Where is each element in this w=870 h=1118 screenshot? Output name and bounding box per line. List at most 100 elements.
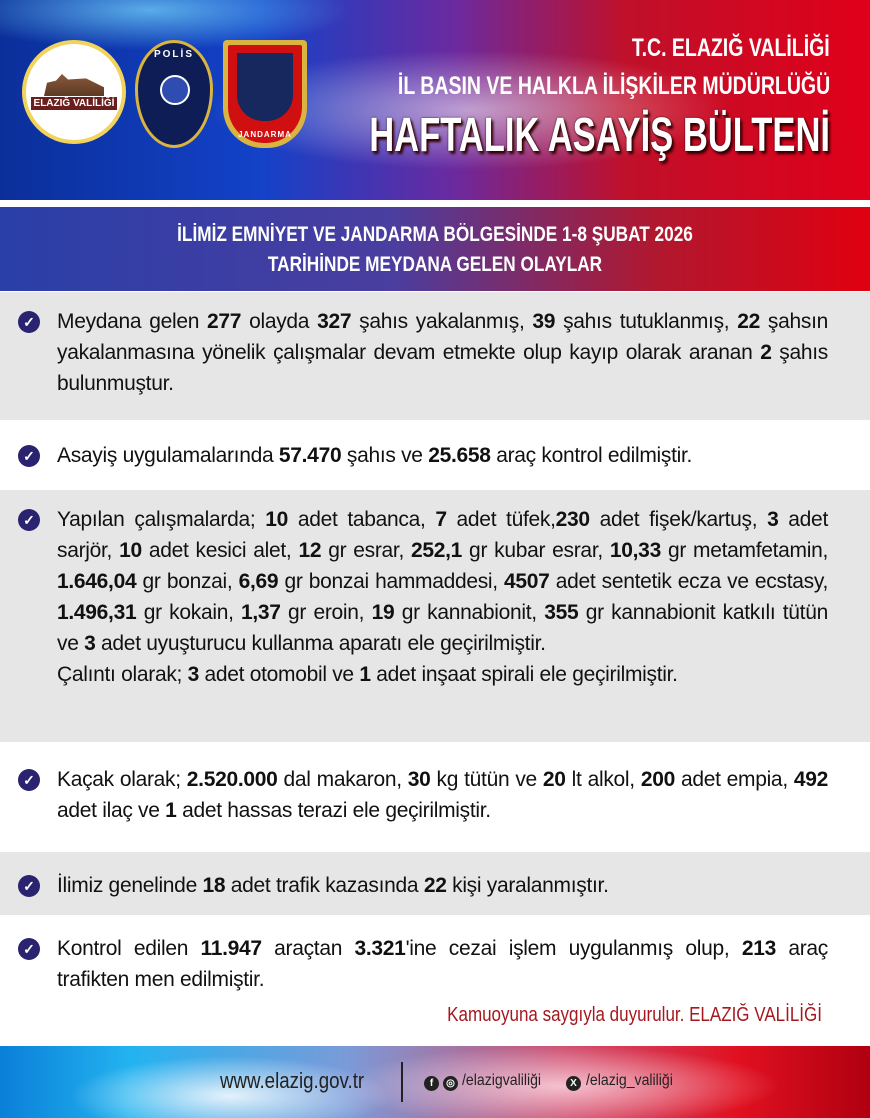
highlight-number: 20: [542, 768, 566, 791]
item-text: Kontrol edilen 11.947 araçtan 3.321'ine …: [57, 933, 828, 995]
text-segment: 'ine cezai işlem uygulanmış olup,: [405, 937, 742, 960]
item-text: Kaçak olarak; 2.520.000 dal makaron, 30 …: [57, 764, 828, 826]
highlight-number: 1: [359, 663, 371, 686]
banner-line1: İLİMİZ EMNİYET VE JANDARMA BÖLGESİNDE 1-…: [177, 223, 693, 246]
bulletin-item: ✓ İlimiz genelinde 18 adet trafik kazasın…: [0, 852, 870, 915]
text-segment: olayda: [241, 310, 318, 333]
check-icon: ✓: [18, 509, 40, 531]
text-segment: Yapılan çalışmalarda;: [57, 508, 266, 531]
text-segment: Meydana gelen: [57, 310, 208, 333]
text-segment: araçtan: [261, 937, 355, 960]
highlight-number: 492: [793, 768, 828, 791]
text-segment: gr kannabionit katkılı tütün ve: [57, 601, 828, 655]
bulletin-item: ✓ Kontrol edilen 11.947 araçtan 3.321'ine…: [0, 915, 870, 1000]
highlight-number: 213: [741, 937, 776, 960]
check-icon: ✓: [18, 769, 40, 791]
text-segment: adet tüfek,: [446, 508, 556, 531]
text-segment: gr eroin,: [280, 601, 372, 624]
logo-label: JANDARMA: [238, 130, 292, 139]
item-text: İlimiz genelinde 18 adet trafik kazasınd…: [57, 870, 828, 901]
highlight-number: 22: [423, 874, 447, 897]
instagram-icon[interactable]: ◎: [443, 1076, 458, 1091]
text-segment: adet inşaat spirali ele geçirilmiştir.: [370, 663, 678, 686]
highlight-number: 230: [555, 508, 590, 531]
text-segment: Kaçak olarak;: [57, 768, 187, 791]
highlight-number: 39: [532, 310, 556, 333]
elazig-valiligi-logo: ELAZIĞ VALİLİĞİ: [22, 40, 126, 144]
highlight-number: 10: [119, 539, 142, 562]
bulletin-item: ✓ Meydana gelen 277 olayda 327 şahıs yaka…: [0, 292, 870, 420]
text-segment: dal makaron,: [277, 768, 408, 791]
highlight-number: 10: [265, 508, 288, 531]
highlight-number: 200: [640, 768, 675, 791]
fb-ig-handle[interactable]: /elazigvaliliği: [462, 1072, 542, 1089]
text-segment: araç kontrol edilmiştir.: [490, 444, 693, 467]
check-icon: ✓: [18, 311, 40, 333]
highlight-number: 1.646,04: [57, 570, 137, 593]
highlight-number: 2.520.000: [186, 768, 278, 791]
item-text: Asayiş uygulamalarında 57.470 şahıs ve 2…: [57, 440, 828, 471]
highlight-number: 10,33: [609, 539, 661, 562]
text-segment: şahıs ve: [341, 444, 429, 467]
bulletin-item: ✓ Yapılan çalışmalarda; 10 adet tabanca, …: [0, 490, 870, 742]
page-title: HAFTALIK ASAYİŞ BÜLTENİ: [369, 109, 830, 162]
item-text: Yapılan çalışmalarda; 10 adet tabanca, 7…: [57, 504, 828, 659]
text-segment: Kontrol edilen: [57, 937, 201, 960]
highlight-number: 22: [737, 310, 760, 333]
item-text: Çalıntı olarak; 3 adet otomobil ve 1 ade…: [57, 659, 828, 690]
highlight-number: 19: [371, 601, 395, 624]
logo-label: POLİS: [153, 49, 194, 60]
website-link[interactable]: www.elazig.gov.tr: [220, 1068, 365, 1093]
text-segment: gr kokain,: [136, 601, 241, 624]
bulletin-item: ✓ Asayiş uygulamalarında 57.470 şahıs ve …: [0, 420, 870, 490]
text-segment: Çalıntı olarak;: [57, 663, 188, 686]
highlight-number: 12: [298, 539, 322, 562]
text-segment: İlimiz genelinde: [57, 874, 203, 897]
footer: www.elazig.gov.tr f ◎ /elazigvaliliği X …: [0, 1046, 870, 1118]
text-segment: adet trafik kazasında: [225, 874, 424, 897]
bulletin-item: ✓ Kaçak olarak; 2.520.000 dal makaron, 30…: [0, 742, 870, 852]
check-icon: ✓: [18, 445, 40, 467]
text-segment: şahıs bulunmuştur.: [57, 341, 828, 395]
highlight-number: 277: [207, 310, 242, 333]
highlight-number: 1: [165, 799, 177, 822]
text-segment: adet hassas terazi ele geçirilmiştir.: [176, 799, 491, 822]
highlight-number: 18: [202, 874, 226, 897]
text-segment: kg tütün ve: [430, 768, 543, 791]
highlight-number: 1,37: [240, 601, 281, 624]
police-star-icon: [160, 75, 190, 105]
text-segment: adet uyuşturucu kullanma aparatı ele geç…: [95, 632, 546, 655]
text-segment: adet sarjör,: [57, 508, 828, 562]
highlight-number: 4507: [504, 570, 550, 593]
check-icon: ✓: [18, 875, 40, 897]
text-segment: Asayiş uygulamalarında: [57, 444, 279, 467]
text-segment: adet ilaç ve: [57, 799, 166, 822]
highlight-number: 25.658: [428, 444, 491, 467]
highlight-number: 327: [317, 310, 352, 333]
text-segment: adet empia,: [674, 768, 794, 791]
highlight-number: 6,69: [238, 570, 279, 593]
text-segment: adet kesici alet,: [141, 539, 299, 562]
check-icon: ✓: [18, 938, 40, 960]
highlight-number: 11.947: [200, 937, 262, 960]
facebook-icon[interactable]: f: [424, 1076, 439, 1091]
text-segment: şahsın yakalanmasına yönelik çalışmalar …: [57, 310, 828, 364]
header-line1: T.C. ELAZIĞ VALİLİĞİ: [632, 34, 830, 62]
text-segment: adet sentetik ecza ve ecstasy,: [549, 570, 829, 593]
highlight-number: 355: [544, 601, 579, 624]
highlight-number: 3: [84, 632, 96, 655]
highlight-number: 3: [767, 508, 779, 531]
polis-logo: POLİS: [135, 40, 213, 148]
header: ELAZIĞ VALİLİĞİ POLİS JANDARMA T.C. ELAZ…: [0, 0, 870, 200]
text-segment: gr kubar esrar,: [462, 539, 610, 562]
highlight-number: 57.470: [278, 444, 342, 467]
highlight-number: 3: [187, 663, 200, 686]
divider: [401, 1062, 403, 1102]
banner-line2: TARİHİNDE MEYDANA GELEN OLAYLAR: [267, 253, 603, 276]
scales-icon: [237, 53, 293, 121]
castle-icon: [44, 74, 104, 96]
text-segment: adet tabanca,: [287, 508, 436, 531]
text-segment: gr bonzai,: [136, 570, 239, 593]
x-icon[interactable]: X: [566, 1076, 581, 1091]
x-handle[interactable]: /elazig_valiliği: [586, 1072, 673, 1089]
